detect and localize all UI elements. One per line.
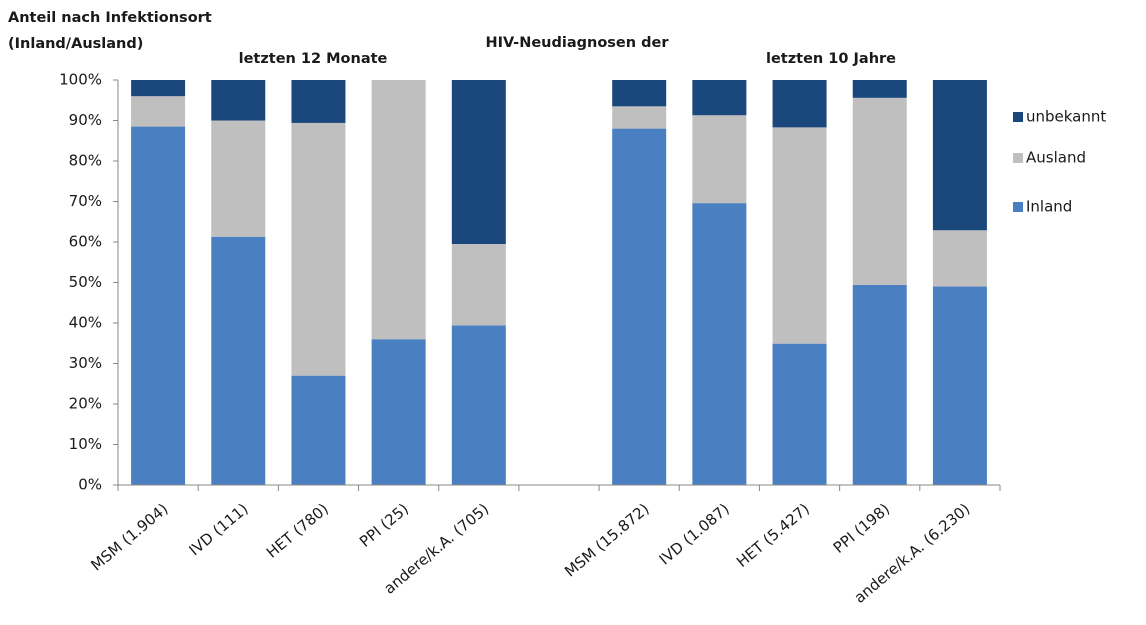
y-tick-label: 90% [69, 111, 102, 129]
bar-segment [772, 343, 827, 485]
annotation: letzten 12 Monate [239, 51, 388, 67]
x-tick-label: PPI (198) [830, 500, 893, 557]
bar-segment [852, 284, 907, 485]
bar-segment [131, 126, 186, 485]
annotation: letzten 10 Jahre [766, 51, 896, 67]
y-tick-label: 70% [69, 192, 102, 210]
annotation: HIV-Neudiagnosen der [485, 35, 669, 51]
bar-segment [612, 80, 667, 107]
bar-segment [371, 80, 426, 340]
bar-segment [291, 375, 346, 485]
bar-segment [211, 120, 266, 237]
bar-segment [291, 122, 346, 376]
y-tick-label: 10% [69, 435, 102, 453]
bar-segment [932, 80, 987, 231]
legend-label: Ausland [1026, 149, 1086, 167]
bar-segment [451, 244, 506, 326]
bar-segment [211, 236, 266, 485]
x-tick-label: IVD (1.087) [656, 500, 733, 569]
bar-segment [692, 203, 747, 485]
legend-swatch [1013, 112, 1023, 122]
bar-segment [451, 80, 506, 245]
bar-segment [371, 339, 426, 485]
y-tick-label: 40% [69, 314, 102, 332]
legend-label: Inland [1026, 198, 1072, 216]
x-tick-label: HET (780) [263, 500, 332, 562]
legend-swatch [1013, 202, 1023, 212]
bar-segment [772, 80, 827, 128]
x-tick-label: PPI (25) [356, 500, 412, 551]
bar-segment [131, 80, 186, 97]
bar-segment [291, 80, 346, 123]
y-axis-label: (Inland/Ausland) [8, 36, 143, 52]
y-tick-label: 50% [69, 273, 102, 291]
y-tick-label: 20% [69, 395, 102, 413]
bar-segment [451, 325, 506, 485]
y-tick-label: 100% [59, 71, 102, 89]
y-tick-label: 60% [69, 233, 102, 251]
y-tick-label: 0% [78, 476, 102, 494]
bar-segment [692, 80, 747, 116]
x-tick-label: MSM (1.904) [87, 500, 171, 575]
x-tick-label: IVD (111) [186, 500, 252, 560]
legend-label: unbekannt [1026, 108, 1106, 126]
x-tick-label: HET (5.427) [733, 500, 813, 571]
bar-segment [612, 128, 667, 485]
bar-segment [932, 230, 987, 287]
y-axis-label: Anteil nach Infektionsort [8, 10, 212, 26]
bar-segment [932, 286, 987, 485]
legend-swatch [1013, 153, 1023, 163]
bar-segment [692, 115, 747, 204]
bar-segment [612, 106, 667, 129]
bar-segment [852, 80, 907, 98]
y-tick-label: 30% [69, 354, 102, 372]
bar-segment [852, 97, 907, 285]
bar-segment [131, 96, 186, 127]
bar-segment [772, 127, 827, 344]
bar-segment [211, 80, 266, 121]
y-tick-label: 80% [69, 152, 102, 170]
x-tick-label: MSM (15.872) [561, 500, 653, 581]
